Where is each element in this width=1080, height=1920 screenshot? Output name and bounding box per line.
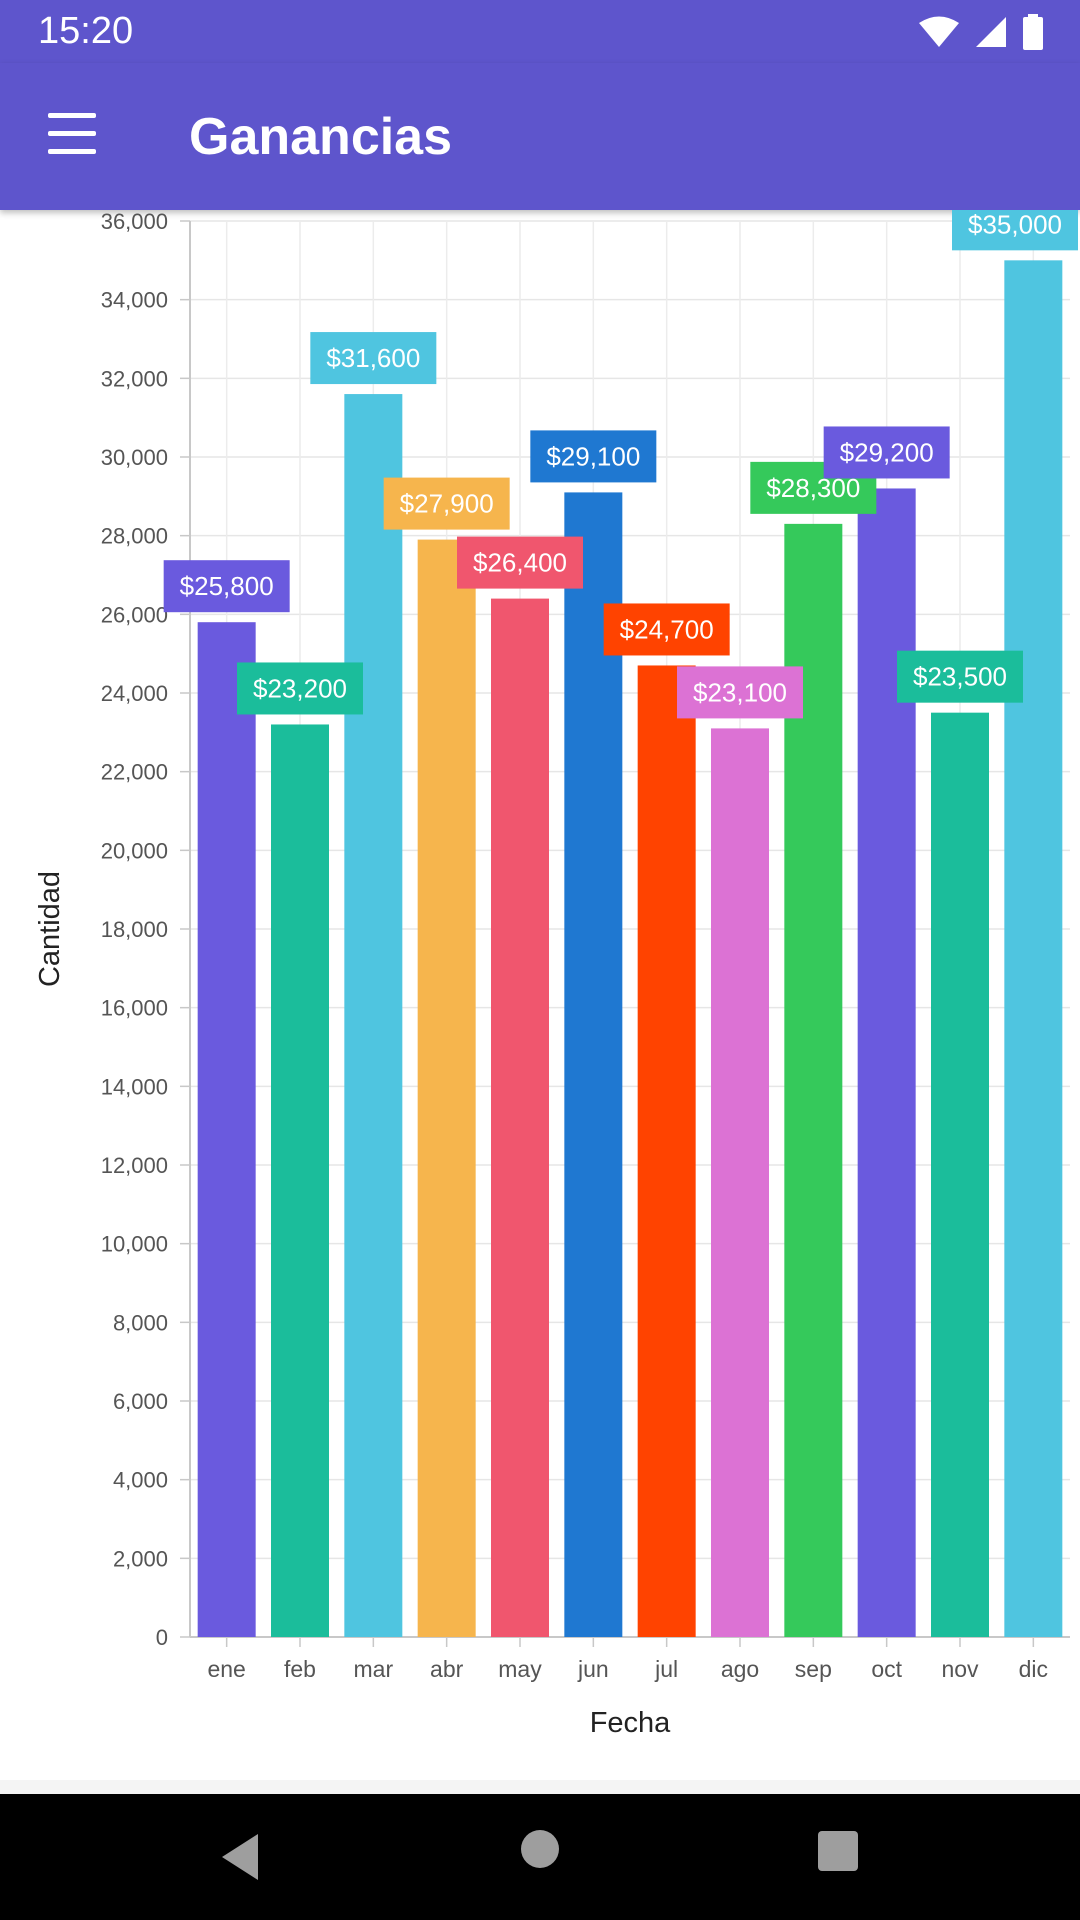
x-tick-label: sep [795,1656,832,1682]
home-circle-icon[interactable] [519,1828,561,1870]
status-time: 15:20 [38,10,134,52]
data-label: $24,700 [620,614,714,644]
y-tick-label: 30,000 [101,445,168,470]
hamburger-menu-icon[interactable] [44,111,100,161]
battery-icon [1023,14,1043,50]
data-label: $27,900 [400,489,494,519]
bar-ago[interactable] [711,728,769,1637]
y-tick-label: 24,000 [101,681,168,706]
data-label-box [530,430,657,483]
y-tick-label: 0 [156,1625,168,1650]
data-label: $23,500 [913,662,1007,692]
status-bar: 15:20 [0,0,1080,63]
data-label: $26,400 [473,548,567,578]
data-label-box [457,536,583,589]
bar-feb[interactable] [271,724,329,1637]
data-label: $25,800 [180,571,274,601]
signal-icon [976,17,1006,47]
y-tick-label: 6,000 [113,1389,168,1414]
x-tick-label: feb [284,1656,316,1682]
x-tick-label: oct [871,1656,902,1682]
bar-nov[interactable] [931,712,989,1637]
data-label: $23,200 [253,673,347,703]
data-label: $31,600 [326,343,420,373]
y-tick-label: 20,000 [101,838,168,863]
chart-container: 0 2,000 4,000 6,000 8,000 10,000 12,000 14,000 1… [0,198,1080,1780]
x-tick-label: dic [1019,1656,1048,1682]
x-tick-label: abr [430,1656,464,1682]
bar-jul[interactable] [637,665,696,1637]
y-tick-label: 14,000 [101,1074,168,1099]
x-tick-label: nov [941,1656,979,1682]
wifi-icon [919,16,959,47]
x-tick-label: ene [207,1656,245,1682]
navigation-bar [0,1794,1080,1920]
back-triangle-icon[interactable] [218,1832,262,1882]
data-label-box [677,666,803,719]
data-label-box [383,477,510,530]
data-label: $29,200 [840,437,934,467]
data-label-box [237,662,363,715]
page-title: Ganancias [189,108,453,166]
data-label-box [823,426,950,479]
bar-chart: 0 2,000 4,000 6,000 8,000 10,000 12,000 14,000 1… [34,198,1078,1739]
data-label-box [897,650,1023,703]
bar-dic[interactable] [1004,260,1063,1637]
status-icons [918,14,1044,50]
bottom-divider [0,1780,1080,1794]
data-label: $23,100 [693,677,787,707]
y-tick-label: 8,000 [113,1310,168,1335]
y-tick-label: 4,000 [113,1468,168,1493]
x-tick-label: jun [577,1656,609,1682]
y-tick-label: 26,000 [101,602,168,627]
app-bar: Ganancias [0,63,1080,210]
bar-ene[interactable] [197,622,256,1637]
y-tick-label: 2,000 [113,1546,168,1571]
y-tick-label: 28,000 [101,524,168,549]
y-tick-label: 32,000 [101,366,168,391]
x-tick-label: mar [354,1656,394,1682]
y-tick-label: 36,000 [101,210,168,234]
data-label-box [310,332,437,385]
bar-jun[interactable] [564,492,623,1637]
data-label-box [163,560,290,613]
data-label-box [603,603,730,656]
y-tick-label: 22,000 [101,760,168,785]
x-tick-label: ago [721,1656,759,1682]
y-tick-label: 12,000 [101,1153,168,1178]
x-tick-label: jul [654,1656,678,1682]
data-label: $35,000 [968,210,1062,239]
y-tick-label: 18,000 [101,917,168,942]
y-tick-label: 34,000 [101,288,168,313]
recents-square-icon[interactable] [817,1830,859,1872]
x-axis-title: Fecha [590,1707,671,1739]
bar-may[interactable] [491,598,549,1637]
bar-mar[interactable] [344,394,403,1638]
data-label: $29,100 [546,441,640,471]
y-tick-label: 10,000 [101,1232,168,1257]
y-axis-title: Cantidad [34,871,66,987]
bar-abr[interactable] [417,539,476,1637]
x-tick-label: may [498,1656,542,1682]
y-tick-label: 16,000 [101,996,168,1021]
